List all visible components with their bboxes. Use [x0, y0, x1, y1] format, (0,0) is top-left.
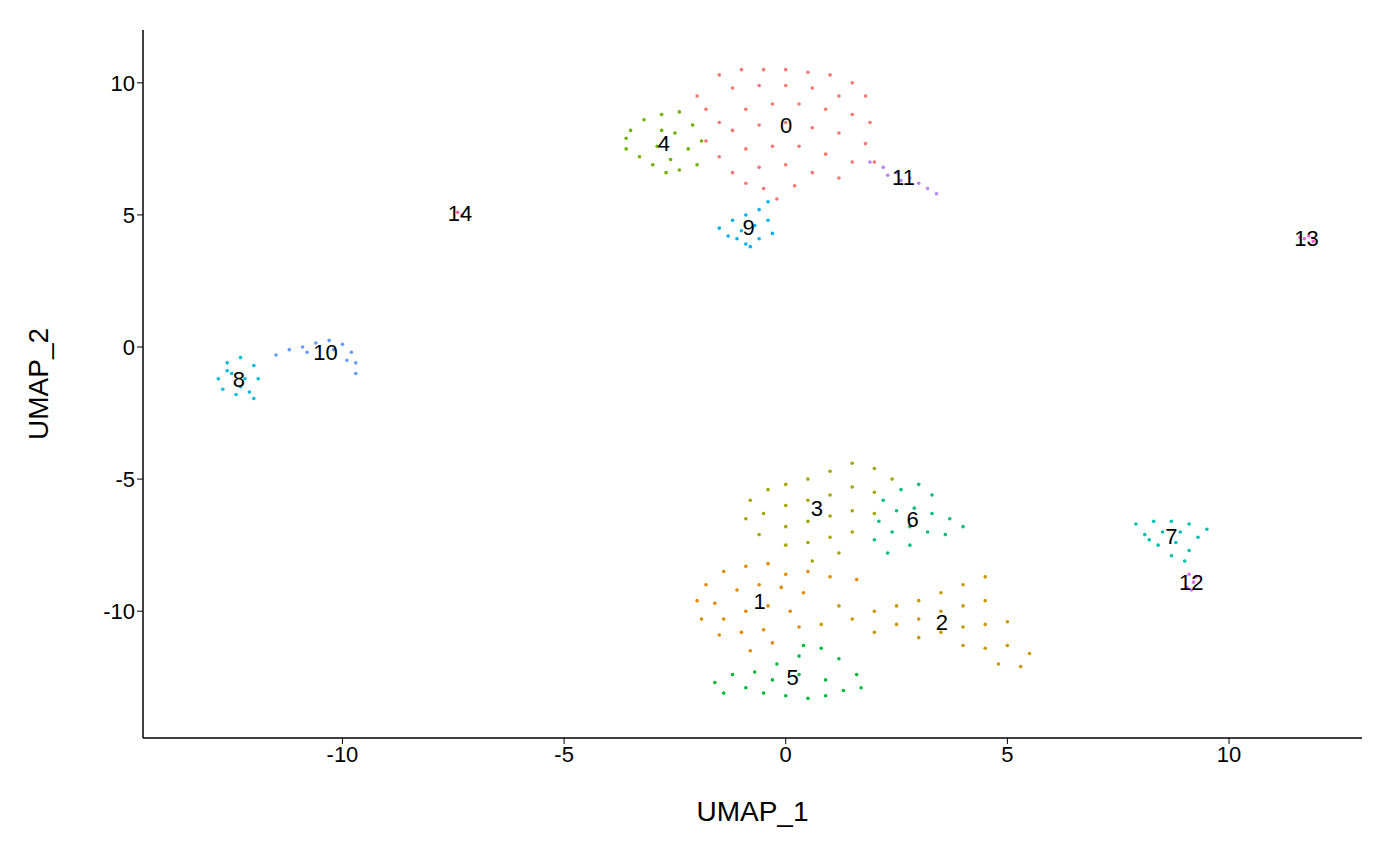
svg-text:14: 14 [448, 201, 472, 226]
svg-text:2: 2 [936, 610, 948, 635]
svg-text:10: 10 [111, 71, 135, 96]
svg-text:10: 10 [313, 340, 337, 365]
svg-text:3: 3 [811, 496, 823, 521]
svg-text:5: 5 [123, 203, 135, 228]
svg-text:9: 9 [743, 215, 755, 240]
svg-text:13: 13 [1294, 226, 1318, 251]
svg-text:UMAP_1: UMAP_1 [696, 796, 808, 827]
svg-text:11: 11 [892, 165, 915, 190]
svg-text:6: 6 [907, 507, 919, 532]
svg-text:1: 1 [754, 589, 766, 614]
svg-text:0: 0 [780, 113, 792, 138]
svg-text:-5: -5 [115, 467, 135, 492]
svg-text:7: 7 [1165, 524, 1177, 549]
svg-text:-10: -10 [103, 599, 135, 624]
svg-text:8: 8 [233, 367, 245, 392]
svg-text:-10: -10 [327, 742, 359, 767]
svg-text:UMAP_2: UMAP_2 [23, 328, 54, 440]
svg-text:5: 5 [1001, 742, 1013, 767]
svg-text:0: 0 [780, 742, 792, 767]
svg-text:12: 12 [1179, 570, 1203, 595]
svg-text:5: 5 [786, 665, 798, 690]
svg-text:10: 10 [1217, 742, 1241, 767]
svg-text:-5: -5 [554, 742, 574, 767]
svg-text:4: 4 [658, 131, 670, 156]
svg-text:0: 0 [123, 335, 135, 360]
